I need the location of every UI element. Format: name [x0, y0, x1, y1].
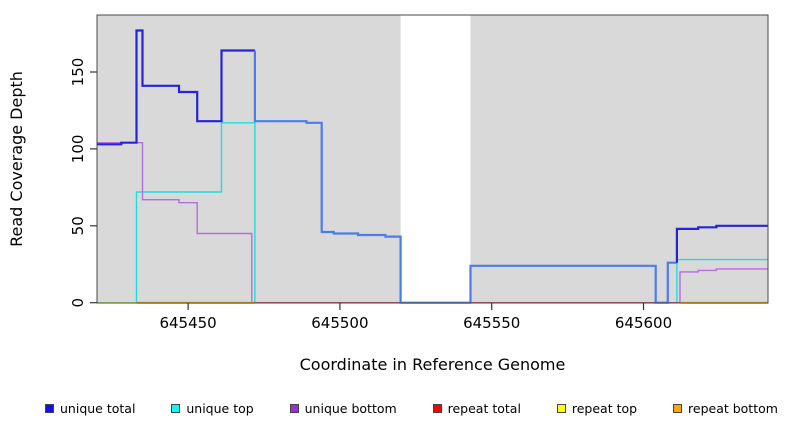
legend-item-unique-bottom: unique bottom — [289, 401, 397, 416]
legend-label: unique top — [186, 401, 254, 416]
legend-label: repeat top — [571, 401, 638, 416]
y-tick-label: 0 — [69, 298, 87, 308]
series-line-unique-total — [253, 50, 677, 304]
series-line-unique-total — [97, 29, 255, 146]
legend-swatch-icon — [45, 404, 54, 413]
x-tick-label: 645550 — [463, 314, 520, 332]
y-axis-title: Read Coverage Depth — [7, 71, 26, 247]
legend-swatch-icon — [556, 404, 566, 413]
plot-box — [96, 14, 769, 304]
series-line-unique-top — [97, 122, 768, 304]
x-tick-label: 645450 — [159, 314, 216, 332]
x-axis-title: Coordinate in Reference Genome — [300, 355, 566, 374]
legend-item-unique-top: unique top — [171, 401, 254, 416]
legend-label: repeat total — [447, 401, 521, 416]
x-tick-label: 645600 — [615, 314, 672, 332]
legend-swatch-icon — [673, 404, 683, 413]
legend-swatch-icon — [432, 404, 442, 413]
y-tick-label: 100 — [69, 135, 87, 164]
y-tick-label: 50 — [69, 216, 87, 235]
legend-label: repeat bottom — [688, 401, 778, 416]
legend-item-unique-total: unique total — [45, 401, 135, 416]
coverage-chart-svg: 645450 645500 645550 645600 0 50 100 150 Coordin… — [7, 14, 769, 374]
legend-swatch-icon — [289, 404, 299, 413]
series-line-unique-total — [675, 224, 768, 263]
legend-item-repeat-top: repeat top — [556, 401, 638, 416]
legend-label: unique bottom — [304, 401, 397, 416]
series-line-unique-bottom — [97, 142, 768, 304]
chart-legend: unique total unique top unique bottom repea… — [45, 401, 778, 416]
y-tick-label: 150 — [69, 58, 87, 87]
shaded-region — [470, 15, 768, 303]
legend-label: unique total — [60, 401, 136, 416]
x-tick-label: 645500 — [311, 314, 368, 332]
legend-item-repeat-total: repeat total — [432, 401, 521, 416]
legend-swatch-icon — [171, 404, 181, 413]
legend-item-repeat-bottom: repeat bottom — [673, 401, 778, 416]
shaded-region — [97, 15, 401, 303]
